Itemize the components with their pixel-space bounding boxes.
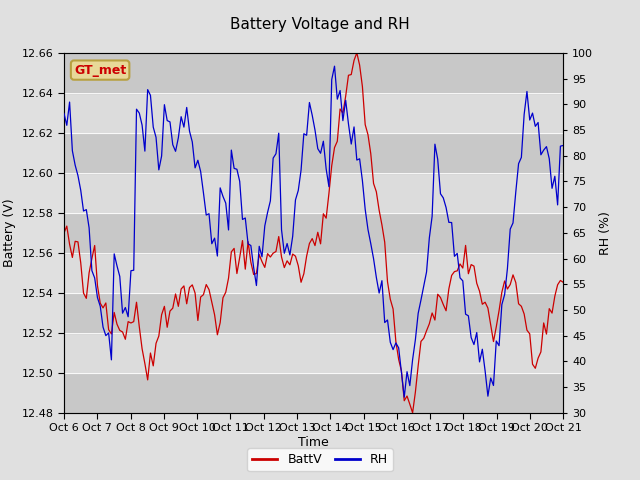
Text: GT_met: GT_met bbox=[74, 64, 126, 77]
Bar bbox=[64, 253, 563, 293]
Text: Battery Voltage and RH: Battery Voltage and RH bbox=[230, 17, 410, 32]
Bar bbox=[64, 53, 563, 93]
Bar bbox=[64, 293, 563, 333]
Legend: BattV, RH: BattV, RH bbox=[248, 448, 392, 471]
Y-axis label: RH (%): RH (%) bbox=[599, 211, 612, 255]
Bar bbox=[64, 373, 563, 413]
Bar bbox=[64, 333, 563, 373]
Bar bbox=[64, 93, 563, 133]
Bar bbox=[64, 133, 563, 173]
X-axis label: Time: Time bbox=[298, 436, 329, 449]
Bar bbox=[64, 173, 563, 213]
Bar bbox=[64, 213, 563, 253]
Y-axis label: Battery (V): Battery (V) bbox=[3, 199, 16, 267]
